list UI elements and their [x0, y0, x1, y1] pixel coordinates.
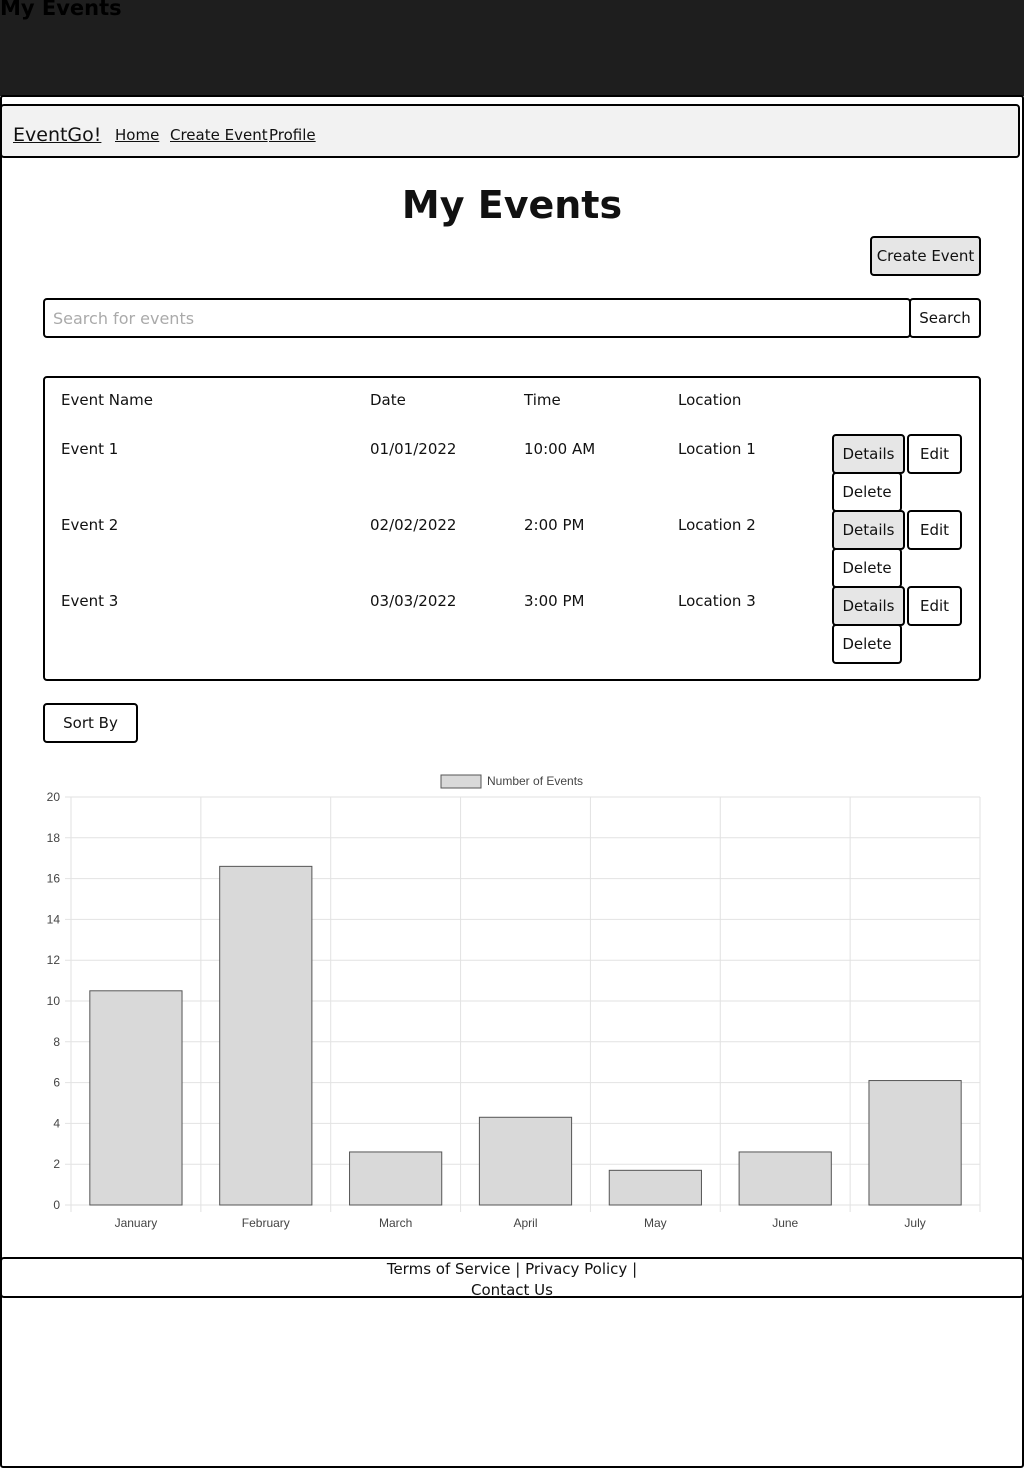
y-tick-label: 8 — [53, 1035, 60, 1049]
event-name-cell: Event 3 — [61, 592, 119, 610]
footer-separator: | — [515, 1260, 521, 1278]
column-header-time: Time — [524, 391, 561, 409]
bar-july — [868, 1080, 962, 1206]
sort-by-button[interactable]: Sort By — [43, 703, 138, 743]
y-tick-label: 10 — [47, 994, 61, 1008]
legend-label: Number of Events — [487, 774, 583, 788]
event-location-cell: Location 1 — [678, 440, 756, 458]
edit-button[interactable]: Edit — [907, 586, 962, 626]
event-date-cell: 02/02/2022 — [370, 516, 457, 534]
window-titlebar: My Events — [0, 0, 1024, 96]
legend-swatch — [440, 774, 482, 789]
delete-button[interactable]: Delete — [832, 548, 902, 588]
delete-button[interactable]: Delete — [832, 624, 902, 664]
privacy-policy-link[interactable]: Privacy Policy — [525, 1260, 628, 1278]
event-time-cell: 2:00 PM — [524, 516, 585, 534]
bar-january — [89, 990, 183, 1206]
x-tick-label: July — [904, 1216, 925, 1230]
details-button[interactable]: Details — [832, 434, 905, 474]
y-tick-label: 16 — [47, 872, 61, 886]
details-button[interactable]: Details — [832, 510, 905, 550]
footer: Terms of Service | Privacy Policy | Cont… — [0, 1257, 1024, 1299]
search-input[interactable] — [43, 298, 911, 338]
nav-link-home[interactable]: Home — [115, 126, 160, 144]
x-tick-label: January — [115, 1216, 158, 1230]
nav-link-create-event[interactable]: Create Event — [170, 126, 268, 144]
bar-april — [478, 1116, 573, 1206]
column-header-event-name: Event Name — [61, 391, 153, 409]
events-per-month-chart: 0 2 4 6 8 10 12 14 16 18 20 January February March Apr… — [47, 774, 981, 1230]
event-date-cell: 03/03/2022 — [370, 592, 457, 610]
page-title: My Events — [401, 183, 623, 227]
event-name-cell: Event 2 — [61, 516, 119, 534]
y-tick-label: 0 — [53, 1198, 60, 1212]
search-button[interactable]: Search — [909, 298, 981, 338]
y-tick-label: 20 — [47, 790, 61, 804]
column-header-location: Location — [678, 391, 742, 409]
bar-june — [738, 1151, 832, 1206]
bar-march — [349, 1151, 443, 1206]
bar-february — [219, 865, 313, 1206]
event-date-cell: 01/01/2022 — [370, 440, 457, 458]
event-time-cell: 10:00 AM — [524, 440, 596, 458]
y-tick-label: 2 — [53, 1157, 60, 1171]
brand-logo-link[interactable]: EventGo! — [13, 124, 102, 146]
x-tick-label: May — [644, 1216, 667, 1230]
navbar: EventGo! Home Create Event Profile — [0, 104, 1020, 158]
x-tick-label: April — [513, 1216, 537, 1230]
window-title: My Events — [0, 0, 122, 20]
terms-of-service-link[interactable]: Terms of Service — [386, 1260, 511, 1278]
bar-may — [608, 1169, 702, 1206]
events-table: Event Name Date Time Location Event 1 01… — [43, 376, 981, 681]
y-tick-label: 4 — [53, 1116, 60, 1130]
event-name-cell: Event 1 — [61, 440, 119, 458]
event-location-cell: Location 3 — [678, 592, 756, 610]
x-tick-label: February — [242, 1216, 290, 1230]
contact-us-link[interactable]: Contact Us — [471, 1281, 553, 1299]
footer-links-row: Terms of Service | Privacy Policy | — [2, 1259, 1022, 1280]
y-tick-label: 18 — [47, 831, 61, 845]
y-tick-label: 6 — [53, 1076, 60, 1090]
x-tick-label: March — [379, 1216, 412, 1230]
column-header-date: Date — [370, 391, 406, 409]
event-location-cell: Location 2 — [678, 516, 756, 534]
create-event-button[interactable]: Create Event — [870, 236, 981, 276]
edit-button[interactable]: Edit — [907, 510, 962, 550]
details-button[interactable]: Details — [832, 586, 905, 626]
event-time-cell: 3:00 PM — [524, 592, 585, 610]
footer-separator: | — [632, 1260, 638, 1278]
y-tick-label: 14 — [47, 912, 61, 926]
x-tick-label: June — [772, 1216, 798, 1230]
delete-button[interactable]: Delete — [832, 472, 902, 512]
edit-button[interactable]: Edit — [907, 434, 962, 474]
y-tick-label: 12 — [47, 953, 61, 967]
nav-link-profile[interactable]: Profile — [269, 126, 316, 144]
